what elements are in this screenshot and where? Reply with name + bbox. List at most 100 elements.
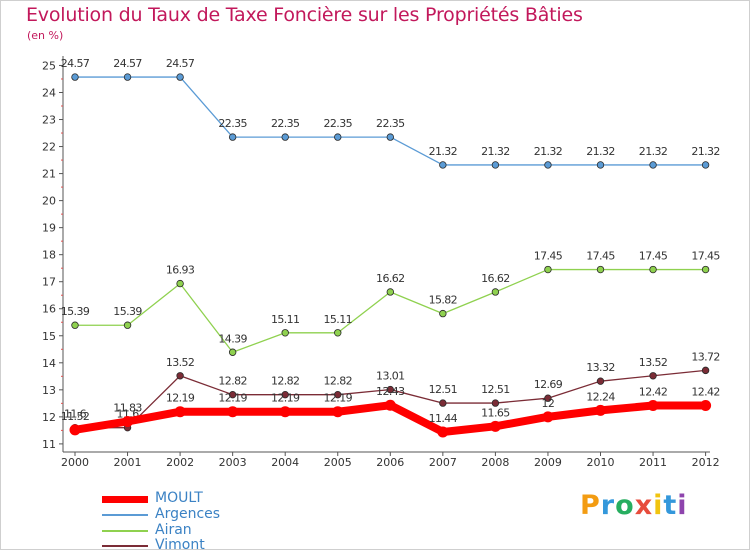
point-moult bbox=[437, 426, 449, 438]
point-airan bbox=[176, 279, 184, 288]
point-vimont bbox=[491, 399, 500, 407]
point-argences bbox=[544, 161, 552, 169]
data-label-argences: 24.57 bbox=[113, 57, 142, 70]
data-label-airan: 15.11 bbox=[271, 313, 300, 326]
legend-label-vimont: Vimont bbox=[155, 537, 205, 553]
data-label-vimont: 13.72 bbox=[691, 350, 720, 363]
point-argences bbox=[281, 133, 289, 141]
legend-label-moult: MOULT bbox=[155, 490, 203, 506]
y-tick-label: 21 bbox=[42, 168, 56, 181]
data-label-argences: 21.32 bbox=[691, 145, 720, 158]
point-argences bbox=[176, 73, 184, 81]
data-label-moult: 12.24 bbox=[586, 390, 615, 403]
point-argences bbox=[71, 73, 79, 81]
point-moult bbox=[489, 420, 501, 432]
data-label-vimont: 11.6 bbox=[64, 408, 87, 421]
point-argences bbox=[386, 133, 394, 141]
y-tick-label: 15 bbox=[42, 330, 56, 343]
point-moult bbox=[332, 406, 344, 418]
point-moult bbox=[700, 400, 712, 412]
x-tick-label: 2004 bbox=[271, 456, 299, 469]
point-moult bbox=[227, 406, 239, 418]
y-tick-label: 12 bbox=[42, 411, 56, 424]
data-label-vimont: 12.82 bbox=[271, 375, 300, 388]
x-tick-label: 2006 bbox=[376, 456, 404, 469]
point-airan bbox=[281, 329, 289, 337]
point-vimont bbox=[649, 372, 657, 380]
point-airan bbox=[596, 265, 605, 274]
legend-swatch-vimont bbox=[102, 545, 148, 547]
data-label-moult: 11.52 bbox=[61, 410, 90, 423]
point-moult bbox=[542, 411, 554, 423]
data-label-moult: 11.65 bbox=[481, 406, 510, 419]
legend-swatch-moult bbox=[102, 496, 148, 503]
point-moult bbox=[647, 400, 659, 412]
point-airan bbox=[71, 321, 79, 329]
y-tick-label: 23 bbox=[42, 114, 56, 127]
data-label-argences: 22.35 bbox=[376, 117, 405, 130]
point-argences bbox=[334, 133, 342, 141]
chart-subtitle: (en %) bbox=[27, 29, 64, 42]
point-vimont bbox=[281, 390, 289, 399]
point-vimont bbox=[701, 366, 710, 375]
data-label-moult: 11.83 bbox=[113, 401, 142, 414]
data-label-airan: 17.45 bbox=[639, 250, 668, 263]
point-airan bbox=[439, 309, 447, 318]
point-vimont bbox=[439, 399, 447, 407]
x-tick-label: 2003 bbox=[219, 456, 247, 469]
data-label-airan: 14.39 bbox=[218, 332, 247, 345]
y-tick-label: 11 bbox=[42, 438, 56, 451]
data-label-moult: 12.19 bbox=[271, 392, 300, 405]
y-tick-label: 18 bbox=[42, 249, 56, 262]
y-tick-label: 16 bbox=[42, 303, 56, 316]
data-label-vimont: 12.82 bbox=[218, 375, 247, 388]
point-argences bbox=[228, 133, 237, 141]
point-argences bbox=[649, 161, 657, 169]
point-airan bbox=[701, 265, 710, 274]
legend-label-argences: Argences bbox=[155, 506, 221, 522]
data-label-argences: 21.32 bbox=[586, 145, 615, 158]
point-moult bbox=[595, 404, 606, 416]
point-vimont bbox=[544, 394, 552, 402]
data-label-airan: 15.82 bbox=[429, 294, 458, 307]
data-label-airan: 17.45 bbox=[534, 250, 563, 263]
x-tick-label: 2000 bbox=[61, 456, 89, 469]
data-label-airan: 15.39 bbox=[61, 305, 90, 318]
point-moult bbox=[122, 415, 134, 427]
point-airan bbox=[491, 288, 500, 296]
point-moult bbox=[69, 424, 81, 436]
point-vimont bbox=[228, 390, 237, 399]
data-label-moult: 12.42 bbox=[691, 386, 720, 399]
data-label-vimont: 12.51 bbox=[481, 383, 510, 396]
legend-swatch-argences bbox=[102, 514, 148, 516]
proxiti-logo: Proxiti bbox=[580, 490, 688, 521]
data-label-airan: 17.45 bbox=[691, 250, 720, 263]
point-airan bbox=[386, 288, 394, 296]
data-label-moult: 12.19 bbox=[324, 392, 353, 405]
x-tick-label: 2012 bbox=[692, 456, 720, 469]
x-tick-label: 2011 bbox=[639, 456, 667, 469]
data-label-vimont: 13.01 bbox=[376, 370, 405, 383]
data-label-argences: 22.35 bbox=[271, 117, 300, 130]
point-vimont bbox=[386, 385, 394, 394]
y-tick-label: 14 bbox=[42, 357, 56, 370]
data-label-argences: 22.35 bbox=[218, 117, 247, 130]
y-tick-label: 24 bbox=[42, 86, 56, 99]
data-label-airan: 15.11 bbox=[324, 313, 353, 326]
chart-title: Evolution du Taux de Taxe Foncière sur l… bbox=[26, 4, 583, 26]
data-label-argences: 21.32 bbox=[429, 145, 458, 158]
point-moult bbox=[174, 406, 186, 418]
point-moult bbox=[279, 406, 291, 418]
data-label-airan: 16.62 bbox=[376, 272, 405, 285]
data-label-argences: 22.35 bbox=[324, 117, 353, 130]
y-tick-label: 19 bbox=[42, 222, 56, 235]
x-tick-label: 2010 bbox=[587, 456, 615, 469]
point-vimont bbox=[596, 377, 605, 385]
point-argences bbox=[439, 161, 447, 169]
x-tick-label: 2009 bbox=[534, 456, 562, 469]
x-tick-label: 2007 bbox=[429, 456, 457, 469]
point-argences bbox=[596, 161, 605, 169]
data-label-moult: 12.19 bbox=[166, 392, 195, 405]
y-tick-label: 20 bbox=[42, 195, 56, 208]
